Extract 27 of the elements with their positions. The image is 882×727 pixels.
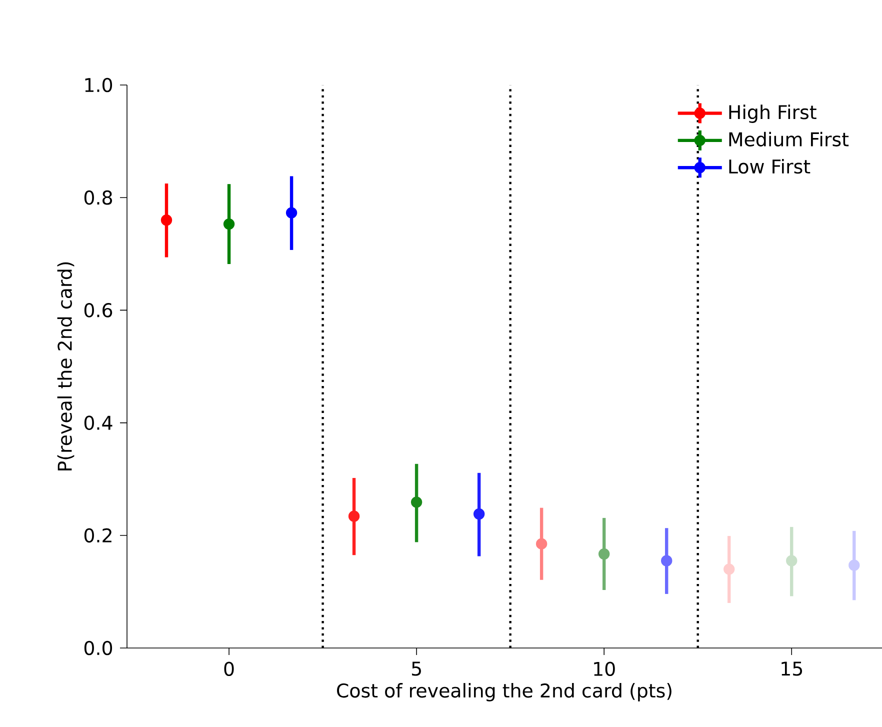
point	[598, 548, 610, 560]
y-tick-label: 0.8	[84, 190, 112, 205]
point	[536, 538, 548, 550]
point	[286, 207, 298, 218]
x-tick-label: 10	[594, 662, 615, 676]
point	[848, 560, 860, 571]
x-tick-label: 5	[412, 662, 421, 676]
point	[223, 218, 235, 230]
y-tick-label: 0.2	[84, 528, 112, 543]
legend-label: Medium First	[729, 132, 849, 146]
x-axis-title: Cost of revealing the 2nd card (pts)	[337, 683, 672, 702]
x-tick-label: 15	[782, 662, 802, 676]
point	[724, 564, 735, 575]
point	[786, 555, 798, 566]
y-axis-title: P(reveal the 2nd card)	[57, 262, 74, 470]
point	[410, 496, 422, 508]
y-tick-label: 0.6	[84, 303, 112, 318]
legend-label: High First	[729, 104, 816, 123]
point	[661, 555, 672, 566]
point	[160, 214, 172, 226]
y-tick-label: 1.0	[85, 78, 112, 92]
y-tick-label: 0.4	[84, 416, 112, 430]
y-tick-label: 0.0	[84, 640, 112, 656]
point	[473, 508, 485, 520]
point	[348, 510, 360, 522]
x-tick-label: 0	[224, 662, 234, 676]
legend-label: Low First	[729, 159, 810, 174]
